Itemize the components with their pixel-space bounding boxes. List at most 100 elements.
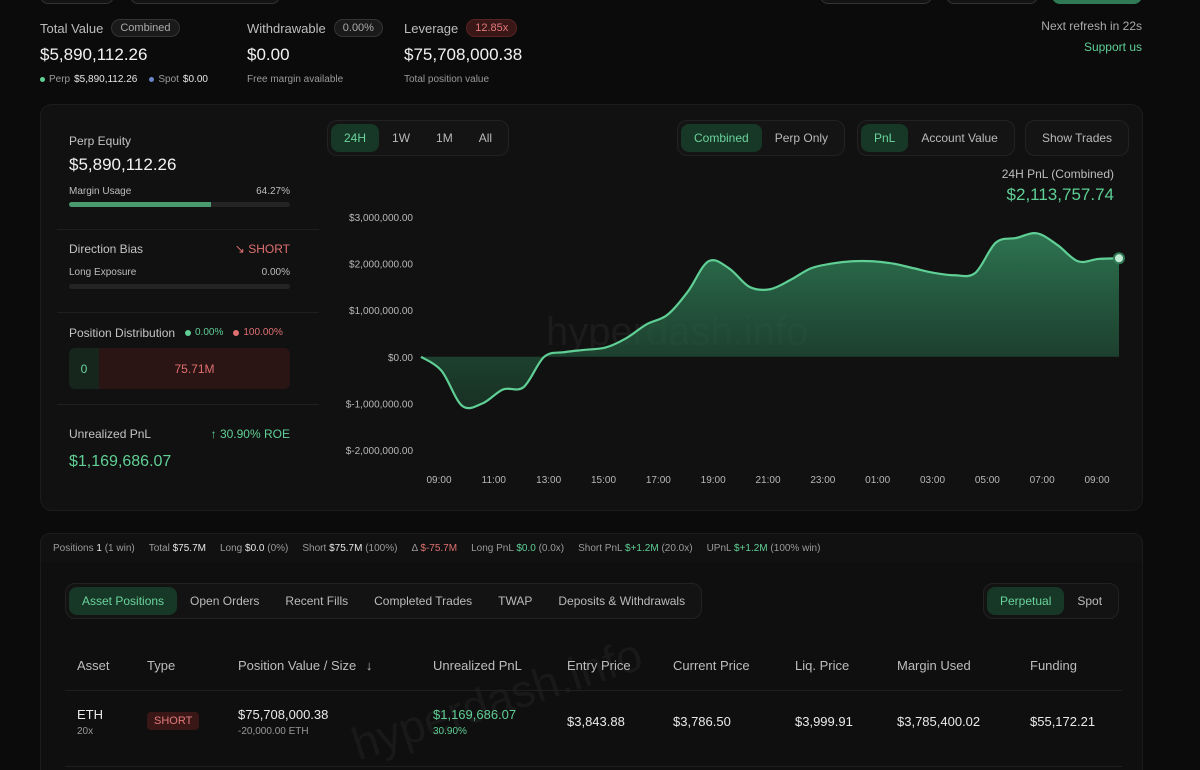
stat-long-pnl-value: $0.0: [516, 542, 536, 554]
stat-long-label: Long: [219, 542, 243, 554]
col-position-value[interactable]: Position Value / Size ↓: [238, 658, 372, 673]
x-tick-label: 23:00: [810, 475, 835, 486]
position-value: $75,708,000.38: [238, 707, 329, 722]
range-24h[interactable]: 24H: [331, 124, 380, 152]
row-asset[interactable]: ETH 20x: [77, 707, 103, 737]
long-exposure-bar: [69, 284, 290, 289]
show-trades-button[interactable]: Show Trades: [1042, 131, 1113, 145]
show-trades-wrap: Show Trades: [1025, 120, 1130, 156]
leverage-amount: $75,708,000.38: [404, 45, 523, 64]
top-left-button-1[interactable]: [40, 0, 114, 4]
y-tick-label: $-2,000,000.00: [346, 446, 414, 457]
direction-bias-text: SHORT: [248, 242, 290, 256]
col-unrealized-pnl[interactable]: Unrealized PnL: [433, 658, 522, 673]
spot-dot-icon: [149, 77, 155, 82]
col-current-price[interactable]: Current Price: [673, 658, 750, 673]
range-1m[interactable]: 1M: [436, 131, 453, 145]
stat-delta-label: Δ: [411, 542, 418, 554]
range-selector: 24H 1W 1M All: [327, 120, 510, 156]
long-exposure-label: Long Exposure: [69, 267, 137, 278]
perp-equity-value: $5,890,112.26: [69, 155, 177, 174]
x-tick-label: 19:00: [701, 475, 726, 486]
x-tick-label: 05:00: [975, 475, 1000, 486]
stats-strip: Positions 1 (1 win) Total $75.7M Long $0…: [40, 533, 1143, 563]
range-1w[interactable]: 1W: [392, 131, 411, 145]
stat-short-pct: (100%): [365, 542, 398, 554]
upnl-value: $1,169,686.07: [433, 707, 517, 722]
col-liq-price[interactable]: Liq. Price: [795, 658, 850, 673]
stat-short-pnl-x: (20.0x): [661, 542, 693, 554]
trend-down-icon: ↘: [234, 242, 245, 256]
unrealized-roe: ↑ 30.90% ROE: [191, 427, 290, 441]
table-watermark: hyperdash.info: [345, 627, 649, 770]
metric-pnl[interactable]: PnL: [861, 124, 909, 152]
stat-short-pnl-label: Short PnL: [578, 542, 623, 554]
tab-deposits-withdrawals[interactable]: Deposits & Withdrawals: [558, 594, 686, 608]
top-right-button-1[interactable]: [820, 0, 932, 4]
x-tick-label: 09:00: [1084, 475, 1109, 486]
leverage-sub: Total position value: [404, 74, 490, 85]
margin-usage-fill: [69, 202, 212, 207]
position-distribution-label: Position Distribution: [69, 326, 176, 340]
arrow-up-icon: ↑: [210, 427, 217, 441]
row-type: SHORT: [147, 712, 200, 730]
total-value-amount: $5,890,112.26: [40, 45, 148, 64]
distribution-legend: 0.00% 100.00%: [185, 327, 283, 338]
stat-short-label: Short: [302, 542, 327, 554]
mode-perp-only[interactable]: Perp Only: [774, 131, 829, 145]
tab-recent-fills[interactable]: Recent Fills: [285, 594, 349, 608]
short-dot-icon: [233, 329, 240, 336]
spot-label: Spot: [158, 74, 179, 85]
long-amount: 0: [69, 348, 99, 389]
long-dot-icon: [185, 329, 191, 336]
positions-tabs: Asset Positions Open Orders Recent Fills…: [65, 583, 703, 619]
position-size: -20,000.00 ETH: [238, 726, 309, 737]
tab-spot[interactable]: Spot: [1077, 594, 1103, 608]
tab-asset-positions[interactable]: Asset Positions: [69, 587, 178, 615]
stat-positions-label: Positions: [53, 542, 94, 554]
stat-long-value: $0.0: [245, 542, 265, 554]
withdrawable-badge: 0.00%: [333, 19, 383, 37]
x-tick-label: 15:00: [591, 475, 616, 486]
positions-section: Asset Positions Open Orders Recent Fills…: [40, 562, 1143, 770]
range-all[interactable]: All: [478, 131, 493, 145]
liq-price: $3,999.91: [795, 714, 853, 729]
tab-twap[interactable]: TWAP: [498, 594, 533, 608]
col-entry-price[interactable]: Entry Price: [567, 658, 631, 673]
col-funding[interactable]: Funding: [1030, 658, 1077, 673]
sort-down-icon: ↓: [365, 658, 373, 673]
y-tick-label: $-1,000,000.00: [346, 399, 414, 410]
support-link[interactable]: Support us: [1083, 40, 1142, 54]
short-pct: 100.00%: [243, 327, 283, 338]
col-asset[interactable]: Asset: [77, 658, 110, 673]
x-tick-label: 13:00: [536, 475, 561, 486]
spot-value: $0.00: [182, 74, 208, 85]
tab-open-orders[interactable]: Open Orders: [190, 594, 260, 608]
top-left-button-2[interactable]: [130, 0, 280, 4]
perp-equity-label: Perp Equity: [69, 134, 132, 148]
direction-bias-label: Direction Bias: [69, 242, 144, 256]
col-type[interactable]: Type: [147, 658, 176, 673]
metric-account-value[interactable]: Account Value: [921, 131, 998, 145]
withdrawable-sub: Free margin available: [247, 74, 344, 85]
entry-price: $3,843.88: [567, 714, 625, 729]
direction-bias-value: ↘ SHORT: [231, 242, 290, 256]
row-position-value: $75,708,000.38 -20,000.00 ETH: [238, 707, 328, 737]
top-right-accent-button[interactable]: [1052, 0, 1142, 4]
stat-short-pnl-value: $+1.2M: [625, 542, 659, 554]
margin-usage-bar: [69, 202, 290, 207]
col-margin-used[interactable]: Margin Used: [897, 658, 971, 673]
distribution-bar: 0 75.71M: [69, 348, 290, 389]
y-tick-label: $2,000,000.00: [349, 260, 413, 271]
last-point: [1113, 252, 1125, 265]
tab-completed-trades[interactable]: Completed Trades: [374, 594, 473, 608]
mode-combined[interactable]: Combined: [681, 124, 762, 152]
x-tick-label: 01:00: [865, 475, 890, 486]
stat-long-pnl-x: (0.0x): [538, 542, 565, 554]
tab-perpetual[interactable]: Perpetual: [987, 587, 1065, 615]
withdrawable-label: Withdrawable: [247, 20, 326, 36]
withdrawable-amount: $0.00: [247, 45, 290, 64]
top-right-button-2[interactable]: [946, 0, 1038, 4]
x-tick-label: 07:00: [1030, 475, 1055, 486]
asset-leverage: 20x: [77, 726, 94, 737]
